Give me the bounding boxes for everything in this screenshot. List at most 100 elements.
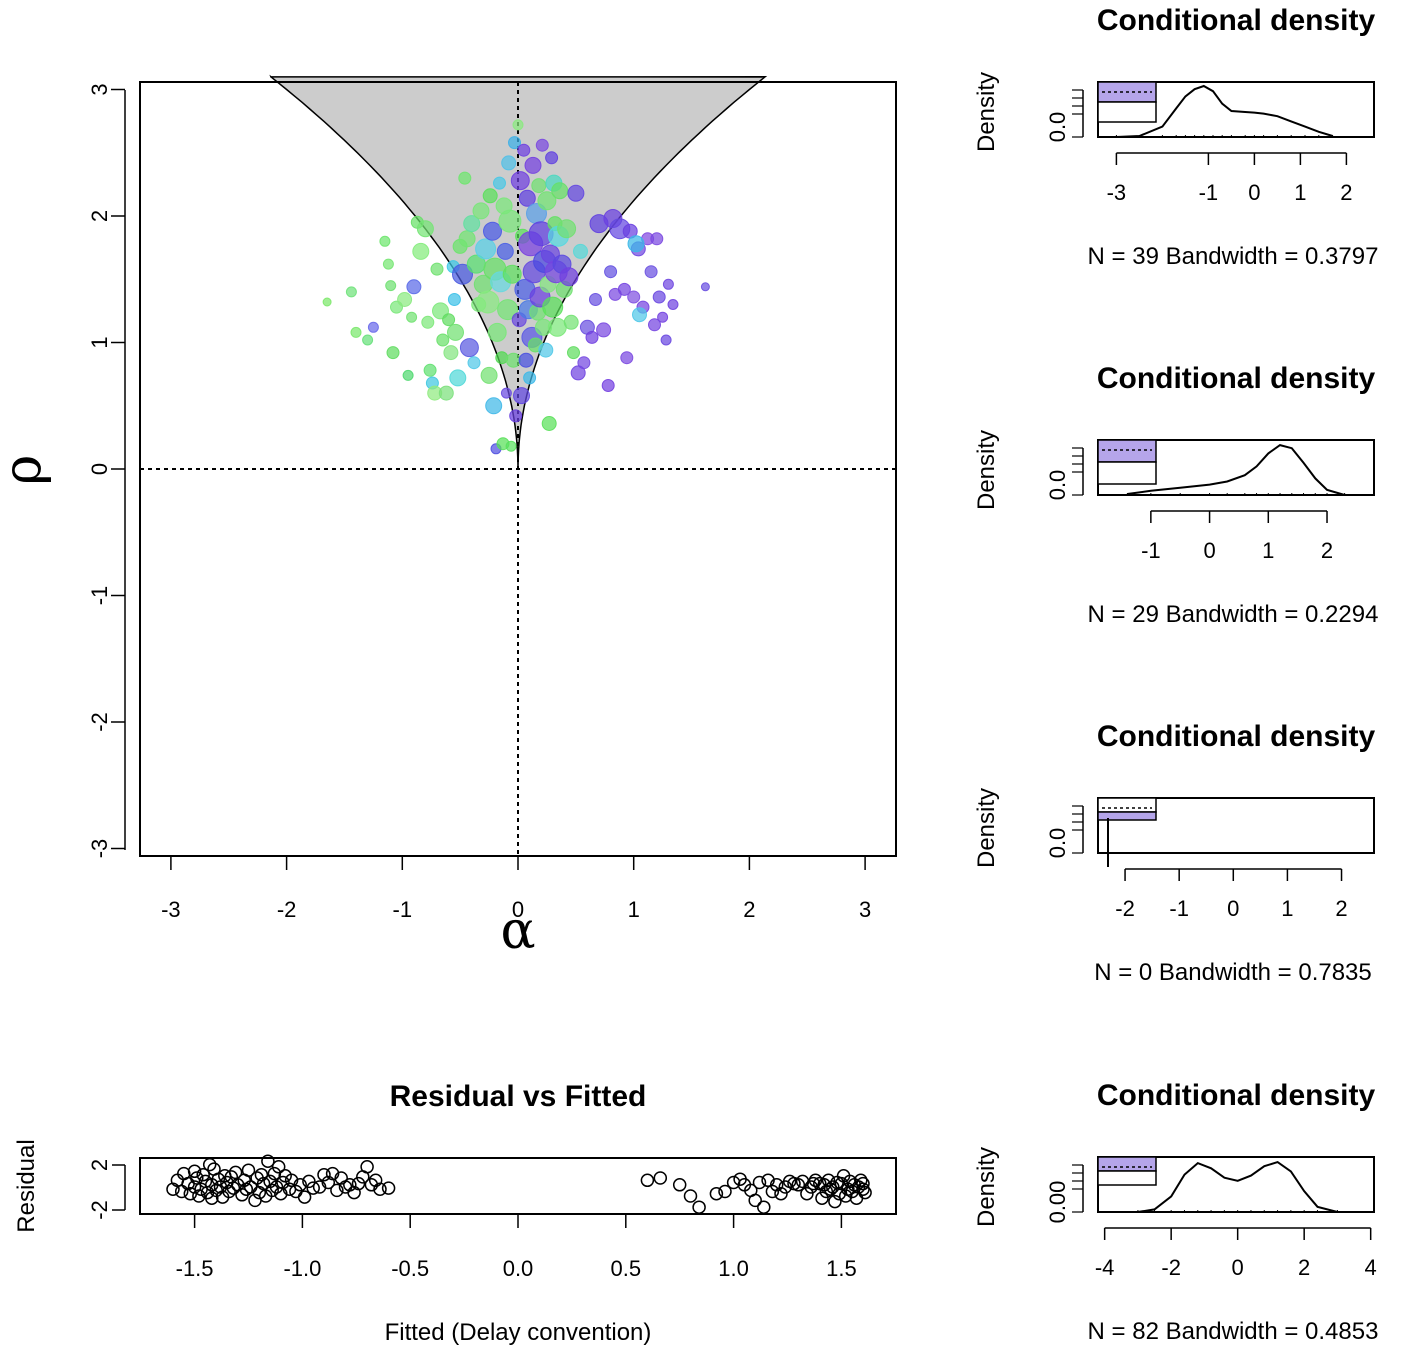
conditional-density-y-axis: 0.00 Density (973, 1147, 1084, 1227)
main-data-point (545, 151, 559, 165)
main-y-axis: -3 -2 -1 0 1 2 3 (87, 83, 126, 858)
main-data-point (531, 178, 547, 194)
density-x-tick-label: 1 (1294, 180, 1306, 205)
residual-point (222, 1184, 236, 1199)
inset-histogram (1097, 439, 1157, 485)
residual-x-tick-label: 0.5 (611, 1256, 642, 1281)
main-data-point (350, 326, 362, 338)
main-data-point (447, 293, 461, 306)
main-data-point (567, 346, 580, 360)
residual-y-axis: 2 -2 (87, 1159, 126, 1220)
density-x-tick-label: 0 (1248, 180, 1260, 205)
main-data-point (601, 379, 615, 392)
main-data-point (475, 238, 497, 260)
residual-point (653, 1171, 668, 1185)
main-data-point (620, 351, 634, 365)
density-y-label: Density (973, 72, 1000, 152)
residual-x-tick-label: 1.5 (826, 1256, 857, 1281)
residual-point (360, 1160, 374, 1174)
density-x-tick-label: -1 (1141, 538, 1161, 563)
density-subtitle: N = 29 Bandwidth = 0.2294 (1088, 601, 1379, 628)
main-data-point (463, 215, 481, 233)
main-data-point (652, 290, 666, 304)
residual-point (804, 1180, 818, 1194)
residual-point (800, 1186, 814, 1201)
residual-point (718, 1184, 732, 1199)
density-y-label: Density (973, 1147, 1000, 1227)
residual-point (297, 1190, 312, 1204)
main-data-point (487, 322, 507, 342)
main-x-tick-label: 3 (859, 897, 871, 922)
density-curve (1116, 84, 1333, 138)
main-data-point (449, 369, 467, 387)
inset-histogram (1097, 81, 1157, 123)
main-data-point (541, 416, 557, 431)
conditional-density-panels: Conditional density 0.0 Density -3 -1 0 1 2 N = … (973, 4, 1378, 1345)
main-data-point (421, 315, 435, 329)
main-x-tick-label: -2 (277, 897, 297, 922)
residual-point (672, 1178, 687, 1192)
inset-histogram-bar (1097, 1170, 1157, 1186)
density-x-tick-label: -4 (1095, 1255, 1115, 1280)
conditional-density-x-axis: -2 -1 0 1 2 (1115, 868, 1348, 921)
residual-x-tick-label: 0.0 (503, 1256, 534, 1281)
density-x-tick-label: 2 (1335, 896, 1347, 921)
inset-histogram-bar (1097, 811, 1157, 821)
main-data-point (585, 330, 599, 344)
main-data-point (517, 143, 531, 157)
residual-point (692, 1200, 706, 1214)
residual-point (381, 1181, 396, 1195)
residual-point (351, 1176, 366, 1191)
main-data-point (397, 292, 413, 307)
density-curve (1127, 444, 1345, 496)
main-x-tick-label: -1 (393, 897, 413, 922)
main-data-point (367, 321, 379, 333)
density-x-tick-label: 2 (1340, 180, 1352, 205)
main-data-point (362, 334, 374, 346)
main-data-point (524, 156, 542, 174)
residual-point (828, 1194, 842, 1209)
residual-point (752, 1175, 767, 1190)
main-data-point (505, 352, 521, 368)
main-data-point (438, 385, 454, 401)
main-data-point (472, 202, 490, 220)
main-data-point (459, 338, 479, 358)
main-x-tick-label: 2 (743, 897, 755, 922)
main-data-point (513, 387, 530, 405)
residual-point (343, 1178, 357, 1192)
inset-histogram-bar (1097, 101, 1157, 123)
main-data-point (498, 209, 522, 233)
main-data-point (662, 278, 674, 290)
main-data-point (518, 352, 534, 368)
main-data-point (542, 296, 564, 318)
residual-point (815, 1191, 829, 1205)
inset-histogram-bar (1097, 439, 1157, 463)
main-data-point (452, 263, 473, 285)
main-data-point (632, 307, 647, 323)
conditional-density-title: Conditional density (1097, 720, 1376, 753)
residual-point (306, 1181, 320, 1195)
inset-histogram (1097, 797, 1157, 821)
residual-point (265, 1183, 279, 1198)
residual-point (334, 1171, 348, 1185)
density-subtitle: N = 82 Bandwidth = 0.4853 (1088, 1318, 1379, 1345)
main-data-point (485, 397, 503, 415)
inset-histogram-bar (1097, 797, 1157, 813)
residual-point (302, 1174, 316, 1189)
conditional-density-y-axis: 0.0 Density (973, 788, 1084, 868)
main-data-point (385, 280, 397, 292)
density-x-tick-label: 2 (1298, 1255, 1310, 1280)
main-data-point (510, 171, 530, 191)
residual-point (312, 1180, 327, 1194)
main-data-point (467, 356, 481, 370)
main-data-point (700, 282, 710, 292)
residual-point (321, 1175, 336, 1190)
residual-point (261, 1154, 275, 1168)
main-data-point (322, 297, 332, 307)
conditional-density-panel: Conditional density 0.0 Density -2 -1 0 1 2 N = … (973, 720, 1375, 986)
main-data-point (497, 299, 519, 321)
density-curve (1137, 1161, 1338, 1213)
residual-point (832, 1186, 846, 1201)
main-data-point (443, 345, 459, 361)
main-data-point (496, 242, 514, 260)
